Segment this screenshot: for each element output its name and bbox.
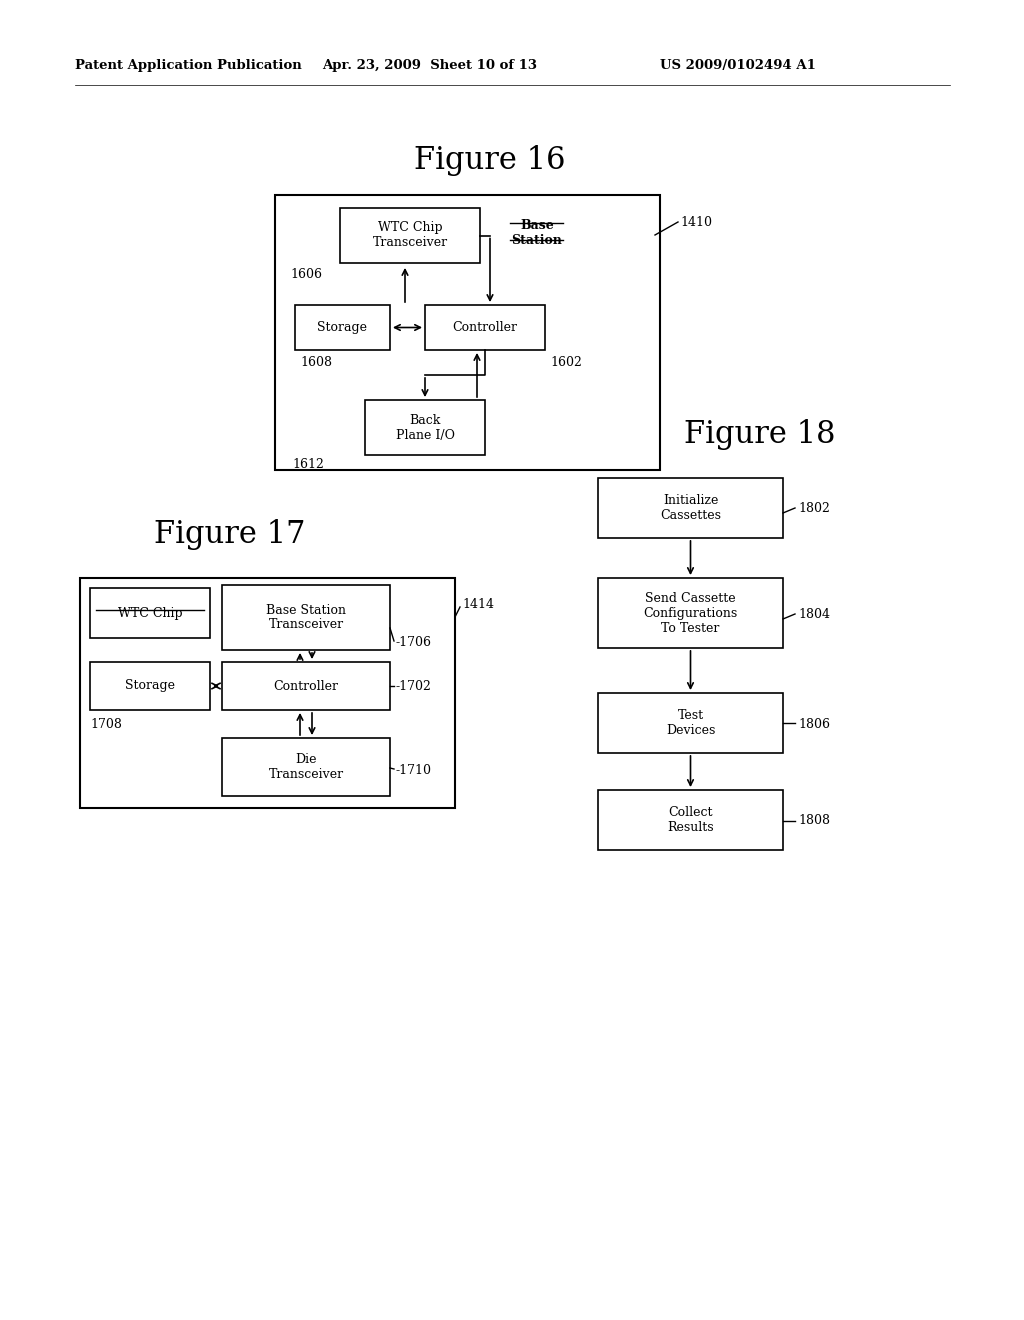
Bar	[222, 663, 390, 710]
Bar	[365, 400, 485, 455]
Text: Die
Transceiver: Die Transceiver	[268, 752, 344, 781]
Text: Patent Application Publication: Patent Application Publication	[75, 58, 302, 71]
Text: Storage: Storage	[317, 321, 368, 334]
Text: 1808: 1808	[798, 814, 830, 828]
Text: -1710: -1710	[395, 763, 431, 776]
Text: 1608: 1608	[300, 356, 332, 370]
Text: Test
Devices: Test Devices	[666, 709, 715, 737]
Bar	[598, 693, 783, 752]
Text: Controller: Controller	[453, 321, 517, 334]
Text: 1708: 1708	[90, 718, 122, 731]
Text: 1806: 1806	[798, 718, 830, 730]
Text: -1706: -1706	[395, 635, 431, 648]
Text: -1702: -1702	[395, 680, 431, 693]
Text: 1606: 1606	[290, 268, 322, 281]
Text: Base
Station: Base Station	[512, 219, 562, 247]
Text: Figure 17: Figure 17	[155, 520, 306, 550]
Text: 1414: 1414	[462, 598, 494, 611]
Text: Back
Plane I/O: Back Plane I/O	[395, 413, 455, 441]
Bar	[425, 305, 545, 350]
Text: Apr. 23, 2009  Sheet 10 of 13: Apr. 23, 2009 Sheet 10 of 13	[323, 58, 538, 71]
Text: US 2009/0102494 A1: US 2009/0102494 A1	[660, 58, 816, 71]
Text: WTC Chip: WTC Chip	[118, 606, 182, 619]
Text: Collect
Results: Collect Results	[668, 807, 714, 834]
Bar	[222, 585, 390, 649]
Bar	[90, 587, 210, 638]
Text: Controller: Controller	[273, 680, 339, 693]
Bar	[598, 578, 783, 648]
Bar	[598, 478, 783, 539]
Bar	[598, 789, 783, 850]
Text: Base Station
Transceiver: Base Station Transceiver	[266, 603, 346, 631]
Text: WTC Chip
Transceiver: WTC Chip Transceiver	[373, 222, 447, 249]
Text: 1602: 1602	[550, 356, 582, 370]
Text: Figure 18: Figure 18	[684, 420, 836, 450]
Bar	[340, 209, 480, 263]
Text: 1804: 1804	[798, 607, 830, 620]
Bar	[295, 305, 390, 350]
Text: 1802: 1802	[798, 502, 829, 515]
Text: Send Cassette
Configurations
To Tester: Send Cassette Configurations To Tester	[643, 591, 737, 635]
Text: 1612: 1612	[292, 458, 324, 471]
Text: Storage: Storage	[125, 680, 175, 693]
Bar	[275, 195, 660, 470]
Bar	[90, 663, 210, 710]
Text: 1410: 1410	[680, 215, 712, 228]
Text: Figure 16: Figure 16	[415, 144, 565, 176]
Bar	[80, 578, 455, 808]
Bar	[222, 738, 390, 796]
Text: Initialize
Cassettes: Initialize Cassettes	[660, 494, 721, 521]
